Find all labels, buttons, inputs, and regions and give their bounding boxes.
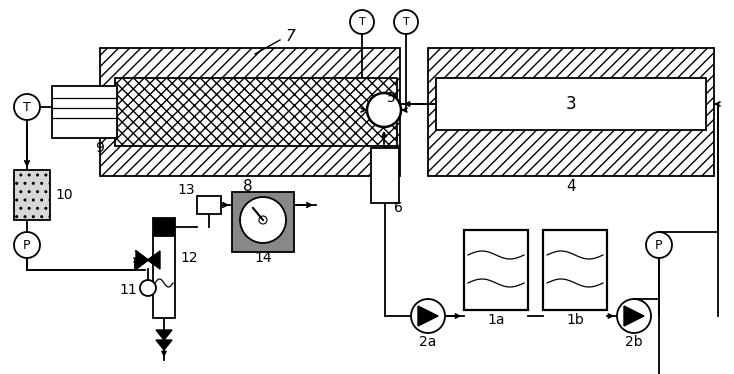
Text: 8: 8 [243, 178, 252, 193]
Polygon shape [624, 306, 644, 326]
Text: 4: 4 [566, 178, 575, 193]
Bar [14, 170, 50, 220]
Text: P: P [23, 239, 31, 251]
Polygon shape [156, 330, 172, 340]
Text: P: P [655, 239, 663, 251]
Bar [52, 86, 117, 138]
Text: T: T [359, 17, 366, 27]
Bar [197, 196, 221, 214]
Text: 7: 7 [285, 28, 295, 43]
Bar [100, 48, 400, 176]
Bar [153, 236, 175, 318]
Bar [464, 230, 528, 310]
Circle shape [617, 299, 651, 333]
Text: T: T [403, 17, 410, 27]
Text: T: T [23, 101, 31, 113]
Text: 9: 9 [95, 141, 104, 155]
Text: 6: 6 [393, 201, 402, 215]
Circle shape [394, 10, 418, 34]
Bar [428, 48, 714, 176]
Polygon shape [156, 340, 172, 350]
Bar [543, 230, 607, 310]
Bar [115, 78, 397, 146]
Text: 11: 11 [119, 283, 137, 297]
Text: 3: 3 [566, 95, 576, 113]
Circle shape [240, 197, 286, 243]
Text: 10: 10 [55, 188, 73, 202]
Bar [153, 218, 175, 236]
Bar [436, 78, 706, 130]
Bar [232, 192, 294, 252]
Circle shape [411, 299, 445, 333]
Circle shape [140, 280, 156, 296]
Circle shape [14, 232, 40, 258]
Circle shape [646, 232, 672, 258]
Text: 1a: 1a [487, 313, 505, 327]
Circle shape [350, 10, 374, 34]
Polygon shape [136, 251, 148, 269]
Bar [371, 148, 399, 203]
Circle shape [259, 216, 267, 224]
Polygon shape [418, 306, 438, 326]
Circle shape [14, 94, 40, 120]
Text: 2b: 2b [625, 335, 643, 349]
Text: 13: 13 [178, 183, 195, 197]
Circle shape [367, 93, 401, 127]
Polygon shape [148, 251, 160, 269]
Text: 2a: 2a [419, 335, 437, 349]
Text: 12: 12 [180, 251, 197, 265]
Text: 1b: 1b [566, 313, 584, 327]
Text: 5: 5 [387, 91, 396, 105]
Text: 14: 14 [254, 251, 272, 265]
